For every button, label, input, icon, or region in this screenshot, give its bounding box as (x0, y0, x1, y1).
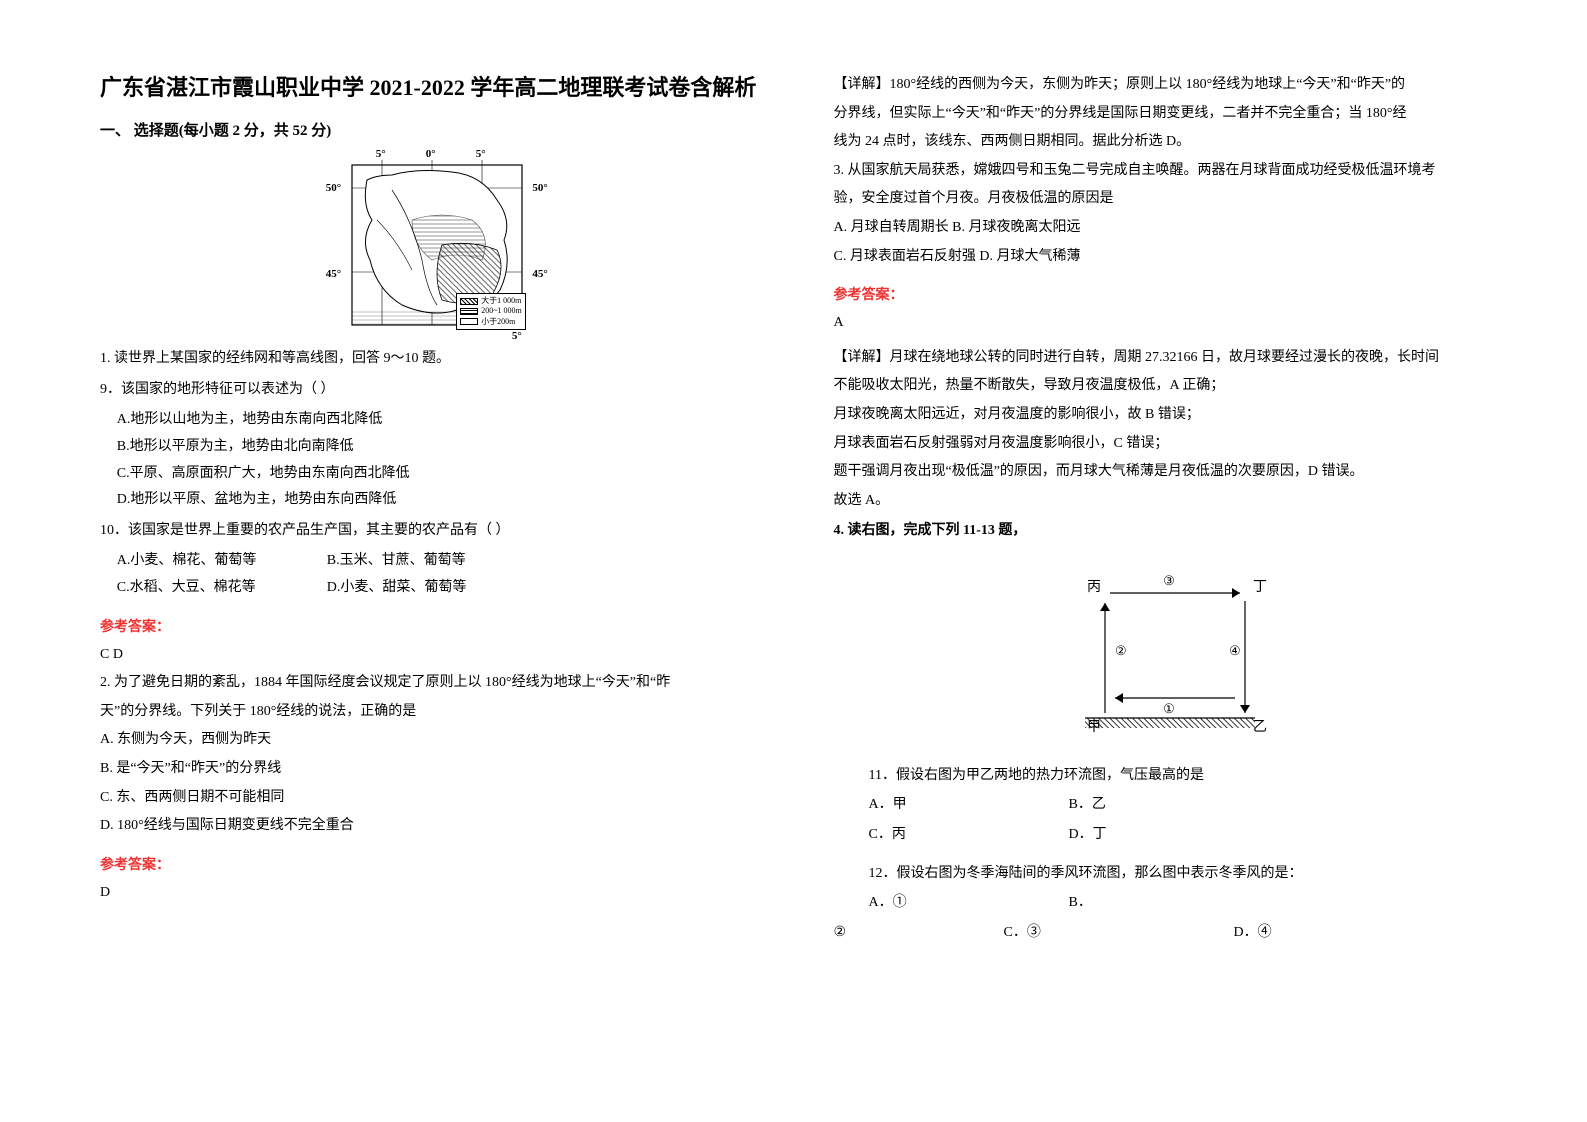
q12-stem: 12．假设右图为冬季海陆间的季风环流图，那么图中表示冬季风的是： (834, 859, 1508, 888)
q10-opt: C.水稻、大豆、棉花等 (117, 575, 327, 602)
q2-opt: D. 180°经线与国际日期变更线不完全重合 (100, 813, 774, 840)
q11-opt: D．丁 (1069, 820, 1107, 849)
lat-label: 50° (532, 182, 547, 194)
legend-item: 200~1 000m (481, 306, 522, 316)
q3-explain: 不能吸收太阳光，热量不断散失，导致月夜温度极低，A 正确； (834, 373, 1508, 400)
q2-opt: C. 东、西两侧日期不可能相同 (100, 785, 774, 812)
q4-stem: 4. 读右图，完成下列 11-13 题， (834, 518, 1508, 545)
q3-stem: 3. 从国家航天局获悉，嫦娥四号和玉兔二号完成自主唤醒。两器在月球背面成功经受极… (834, 158, 1508, 185)
lat-label: 50° (326, 182, 341, 194)
q3-opt-row: C. 月球表面岩石反射强 D. 月球大气稀薄 (834, 244, 1508, 271)
lat-label: 45° (326, 268, 341, 280)
q3-explain: 故选 A。 (834, 488, 1508, 515)
q2-answer: D (100, 880, 774, 907)
lon-label: 5° (476, 148, 486, 160)
q11-opt-row: A．甲 B．乙 (834, 790, 1508, 819)
legend-item: 大于1 000m (481, 296, 521, 306)
q3-answer: A (834, 310, 1508, 337)
q12-opt: A．① (869, 888, 1069, 917)
q12-opt: B． (1069, 888, 1092, 917)
q2-opt: A. 东侧为今天，西侧为昨天 (100, 727, 774, 754)
q10-stem: 10．该国家是世界上重要的农产品生产国，其主要的农产品有（ ） (100, 518, 774, 545)
diagram-label-bing: 丙 (1087, 580, 1101, 595)
q12-opt: D．④ (1234, 918, 1272, 947)
svg-text:②: ② (1115, 643, 1127, 658)
q10-opt-row: A.小麦、棉花、葡萄等 B.玉米、甘蔗、葡萄等 (100, 548, 774, 575)
q2-stem: 天”的分界线。下列关于 180°经线的说法，正确的是 (100, 699, 774, 726)
q2-stem: 2. 为了避免日期的紊乱，1884 年国际经度会议规定了原则上以 180°经线为… (100, 670, 774, 697)
lat-label: 45° (532, 268, 547, 280)
q12-opt: C．③ (1004, 918, 1234, 947)
circulation-diagram: 丙 丁 甲 乙 ③ ① ② ④ (834, 563, 1508, 743)
q2-explain: 线为 24 点时，该线东、西两侧日期相同。据此分析选 D。 (834, 129, 1508, 156)
q3-opt-row: A. 月球自转周期长 B. 月球夜晚离太阳远 (834, 215, 1508, 242)
q3-explain: 月球夜晚离太阳远近，对月夜温度的影响很小，故 B 错误； (834, 402, 1508, 429)
q11-opt: A．甲 (869, 790, 1069, 819)
q1-answer: C D (100, 642, 774, 669)
q2-explain: 【详解】180°经线的西侧为今天，东侧为昨天；原则上以 180°经线为地球上“今… (834, 72, 1508, 99)
q3-explain: 题干强调月夜出现“极低温”的原因，而月球大气稀薄是月夜低温的次要原因，D 错误。 (834, 459, 1508, 486)
q12-opt: ② (834, 918, 1004, 947)
svg-text:④: ④ (1229, 643, 1241, 658)
q11-opt-row: C．丙 D．丁 (834, 820, 1508, 849)
q10-opt: B.玉米、甘蔗、葡萄等 (327, 548, 466, 575)
page-title: 广东省湛江市霞山职业中学 2021-2022 学年高二地理联考试卷含解析 (100, 70, 774, 105)
answer-label: 参考答案： (100, 854, 774, 874)
q11-opt: B．乙 (1069, 790, 1106, 819)
q9-opt: A.地形以山地为主，地势由东南向西北降低 (100, 407, 774, 434)
map-legend: 大于1 000m 200~1 000m 小于200m (456, 293, 526, 330)
map-figure: 5° 0° 5° 50° 50° 45° 45° 5° (100, 150, 774, 340)
diagram-label-yi: 乙 (1253, 719, 1267, 735)
q12-opt-row: ② C．③ D．④ (834, 918, 1508, 947)
q9-opt: C.平原、高原面积广大，地势由东南向西北降低 (100, 461, 774, 488)
q3-explain: 月球表面岩石反射强弱对月夜温度影响很小，C 错误； (834, 431, 1508, 458)
q10-opt: D.小麦、甜菜、葡萄等 (327, 575, 467, 602)
svg-text:③: ③ (1163, 573, 1175, 588)
section-head: 一、 选择题(每小题 2 分，共 52 分) (100, 119, 774, 140)
q2-opt: B. 是“今天”和“昨天”的分界线 (100, 756, 774, 783)
q11-stem: 11．假设右图为甲乙两地的热力环流图，气压最高的是 (834, 761, 1508, 790)
q10-opt-row: C.水稻、大豆、棉花等 D.小麦、甜菜、葡萄等 (100, 575, 774, 602)
lon-label: 0° (426, 148, 436, 160)
answer-label: 参考答案： (100, 616, 774, 636)
q10-opt: A.小麦、棉花、葡萄等 (117, 548, 327, 575)
q3-stem: 验，安全度过首个月夜。月夜极低温的原因是 (834, 186, 1508, 213)
q1-stem: 1. 读世界上某国家的经纬网和等高线图，回答 9～10 题。 (100, 346, 774, 373)
svg-text:①: ① (1163, 701, 1175, 716)
q2-explain: 分界线，但实际上“今天”和“昨天”的分界线是国际日期变更线，二者并不完全重合；当… (834, 101, 1508, 128)
q3-explain: 【详解】月球在绕地球公转的同时进行自转，周期 27.32166 日，故月球要经过… (834, 345, 1508, 372)
q9-stem: 9．该国家的地形特征可以表述为（ ） (100, 377, 774, 404)
diagram-label-jia: 甲 (1087, 720, 1101, 735)
diagram-label-ding: 丁 (1253, 580, 1267, 595)
q11-opt: C．丙 (869, 820, 1069, 849)
q9-opt: B.地形以平原为主，地势由北向南降低 (100, 434, 774, 461)
answer-label: 参考答案： (834, 284, 1508, 304)
q9-opt: D.地形以平原、盆地为主，地势由东向西降低 (100, 487, 774, 514)
lon-label: 5° (512, 330, 522, 342)
lon-label: 5° (376, 148, 386, 160)
legend-item: 小于200m (481, 317, 515, 327)
q12-opt-row: A．① B． (834, 888, 1508, 917)
